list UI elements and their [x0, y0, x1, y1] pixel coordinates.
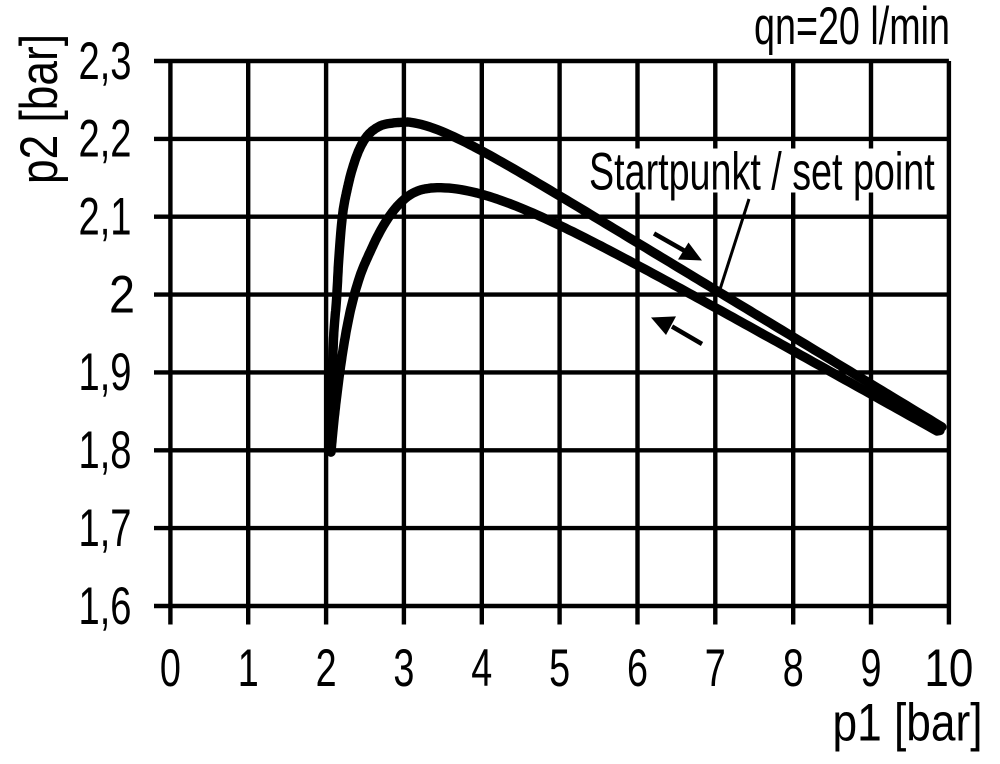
svg-text:2: 2 — [316, 639, 337, 698]
svg-text:4: 4 — [471, 639, 492, 698]
svg-text:10: 10 — [924, 639, 973, 698]
svg-text:5: 5 — [549, 639, 570, 698]
svg-text:2,2: 2,2 — [79, 110, 132, 169]
svg-text:2: 2 — [109, 265, 135, 324]
svg-text:p2 [bar]: p2 [bar] — [10, 34, 69, 184]
svg-text:2,3: 2,3 — [79, 32, 132, 91]
svg-text:0: 0 — [160, 639, 181, 698]
svg-text:6: 6 — [627, 639, 648, 698]
svg-text:qn=20 l/min: qn=20 l/min — [754, 0, 950, 56]
svg-text:7: 7 — [705, 639, 726, 698]
svg-text:1,7: 1,7 — [79, 499, 132, 558]
svg-text:1,9: 1,9 — [79, 343, 132, 402]
svg-text:3: 3 — [393, 639, 414, 698]
svg-text:1: 1 — [238, 639, 259, 698]
svg-text:Startpunkt / set point: Startpunkt / set point — [589, 143, 935, 202]
svg-text:1,8: 1,8 — [79, 421, 132, 480]
svg-text:8: 8 — [783, 639, 804, 698]
svg-text:2,1: 2,1 — [79, 188, 132, 247]
svg-text:1,6: 1,6 — [79, 577, 132, 636]
svg-text:p1 [bar]: p1 [bar] — [833, 694, 983, 753]
svg-text:9: 9 — [861, 639, 882, 698]
